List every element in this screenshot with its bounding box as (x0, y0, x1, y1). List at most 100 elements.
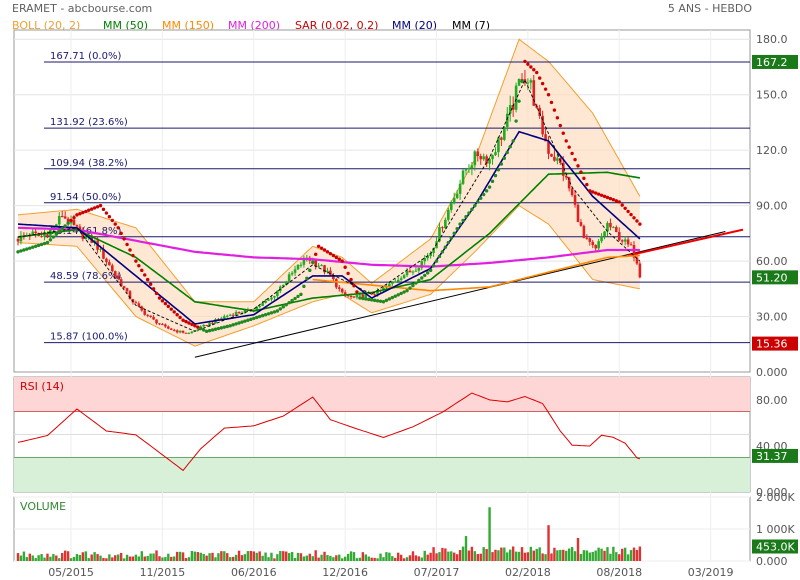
volume-bar (594, 550, 597, 561)
sar-dot (361, 296, 365, 301)
sar-dot (352, 284, 356, 288)
volume-bar (579, 553, 583, 561)
volume-tick-label: 2 000K (756, 491, 795, 504)
volume-bar (556, 550, 559, 561)
volume-bar (335, 555, 338, 561)
candle-body (34, 231, 37, 234)
candle-body (408, 270, 412, 273)
candle-body (302, 258, 306, 265)
low-tag-bg (752, 336, 798, 351)
volume-last-tag-text: 453.0K (756, 541, 795, 554)
candle-body (455, 193, 459, 199)
sar-dot (555, 116, 560, 120)
price-tick-label: 180.0 (756, 33, 788, 46)
volume-bar (576, 537, 580, 561)
volume-bar (229, 557, 232, 561)
sar-dot (172, 310, 176, 314)
sar-dot (620, 203, 624, 207)
sar-dot (116, 226, 120, 230)
low-tag: 15.36 (752, 336, 798, 351)
volume-bar (470, 546, 474, 561)
candle-body (470, 165, 474, 169)
sar-dot (19, 249, 23, 253)
volume-bar (562, 549, 565, 561)
sar-dot (216, 326, 221, 331)
candle-body (449, 203, 453, 210)
volume-bar (211, 552, 214, 561)
candle-body (131, 299, 135, 303)
candle-body (579, 222, 583, 226)
sar-dot (228, 324, 232, 328)
legend-boll[interactable]: BOLL (20, 2) (12, 19, 81, 32)
sar-dot (384, 298, 389, 303)
legend-mm200[interactable]: MM (200) (228, 19, 281, 32)
sar-dot (608, 196, 613, 201)
volume-bar (432, 547, 435, 561)
volume-bar (338, 554, 341, 561)
candle-body (626, 239, 630, 245)
candle-body (122, 286, 126, 289)
candle-body (323, 265, 326, 273)
candle-body (190, 331, 194, 333)
legend-sar[interactable]: SAR (0.02, 0.2) (295, 19, 379, 32)
candle-body (556, 158, 559, 161)
candle-body (505, 113, 509, 127)
candle-body (234, 312, 238, 316)
candle-body (402, 275, 406, 279)
candle-body (264, 300, 267, 303)
x-tick-label: 11/2015 (140, 566, 186, 579)
sar-dot (473, 203, 477, 208)
legend-mm50[interactable]: MM (50) (103, 19, 149, 32)
sar-dot (635, 219, 639, 223)
volume-bar (246, 551, 250, 561)
sar-dot (552, 108, 557, 112)
volume-bar (237, 550, 241, 561)
volume-bar (78, 554, 82, 561)
candle-body (55, 224, 58, 227)
candle-body (405, 270, 409, 276)
candle-body (46, 234, 49, 237)
volume-bar (355, 558, 359, 561)
candle-body (520, 78, 524, 80)
sar-dot (414, 281, 418, 285)
volume-bar (618, 554, 621, 561)
sar-dot (582, 176, 586, 181)
price-tick-label: 30.00 (756, 311, 788, 324)
legend-mm7[interactable]: MM (7) (452, 19, 491, 32)
candle-body (355, 295, 359, 298)
candle-body (638, 263, 642, 278)
volume-bar (196, 552, 199, 561)
fibonacci-label: 48.59 (78.6%) (50, 271, 121, 282)
volume-bar (181, 552, 185, 561)
volume-bar (417, 556, 421, 561)
sar-dot (190, 322, 194, 327)
candle-body (273, 296, 276, 298)
volume-bar (75, 554, 79, 561)
candle-body (111, 265, 114, 272)
volume-bar (273, 558, 276, 561)
sar-dot (431, 264, 436, 268)
legend-mm150[interactable]: MM (150) (162, 19, 215, 32)
volume-bar (208, 553, 211, 561)
candle-body (508, 105, 512, 114)
volume-bar (629, 550, 633, 561)
sar-dot (487, 185, 492, 189)
axes: 180.0 150.0 120.0 90.00 60.00 30.00 0.000 05/20… (20, 33, 795, 579)
candle-body (187, 332, 191, 334)
volume-bar (609, 553, 612, 561)
candle-body (609, 222, 612, 228)
candle-body (172, 329, 176, 331)
trendline-support (194, 231, 726, 358)
candle-body (299, 264, 303, 266)
sar-dot (199, 326, 203, 331)
volume-bar (240, 555, 244, 561)
rsi-last-tag-bg (752, 448, 798, 463)
sar-dot (181, 318, 185, 322)
candle-body (146, 314, 149, 316)
legend-mm20[interactable]: MM (20) (392, 19, 438, 32)
sar-dot (476, 200, 480, 204)
sar-dot (375, 299, 380, 303)
sar-dot (166, 304, 171, 309)
sar-dot (137, 264, 141, 268)
candle-body (423, 258, 427, 262)
